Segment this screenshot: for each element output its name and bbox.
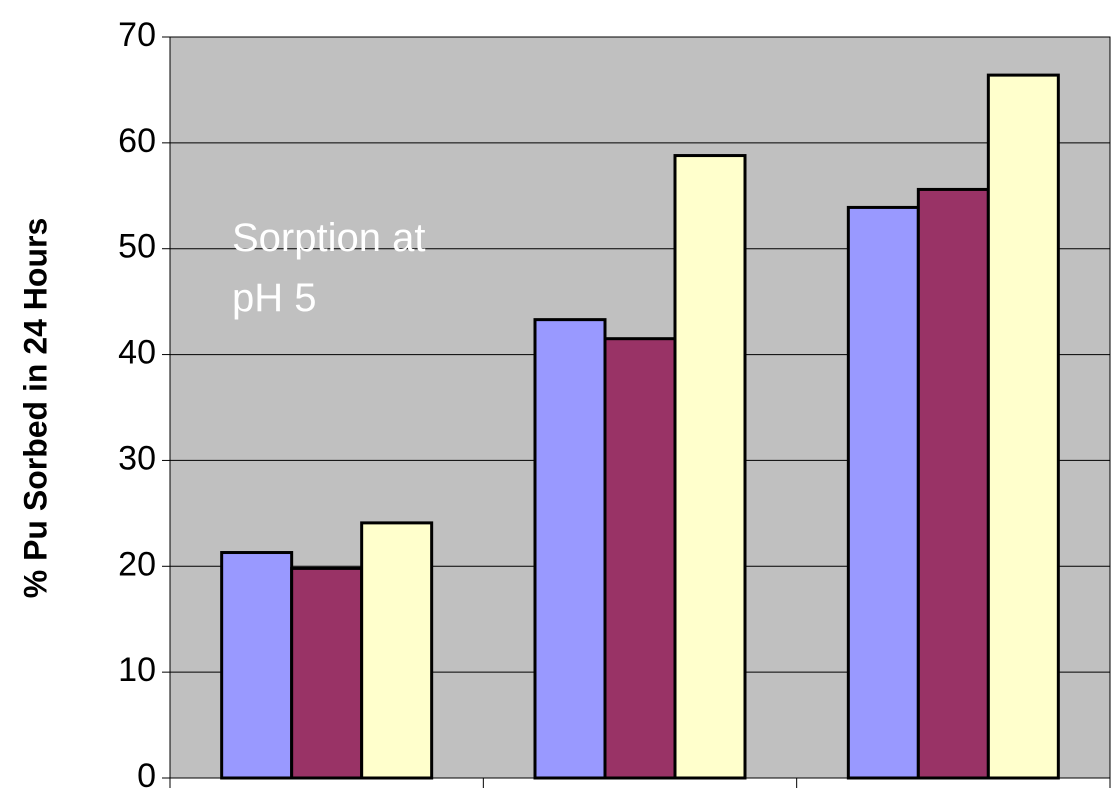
y-tick-label: 50 xyxy=(118,228,156,266)
bar xyxy=(533,318,607,780)
y-tick-label: 10 xyxy=(118,651,156,689)
y-axis-label: % Pu Sorbed in 24 Hours xyxy=(17,218,53,599)
y-tick-label: 0 xyxy=(137,757,156,795)
y-tick-label: 30 xyxy=(118,439,156,477)
y-tick-label: 20 xyxy=(118,545,156,583)
y-tick-label: 60 xyxy=(118,122,156,160)
plot-border xyxy=(169,36,1111,779)
bar xyxy=(986,73,1060,780)
y-tick-label: 70 xyxy=(118,16,156,54)
bar xyxy=(916,187,990,780)
bar xyxy=(220,551,294,780)
annotation: Sorption at pH 5 xyxy=(232,216,426,320)
bar xyxy=(290,566,364,780)
bar xyxy=(360,521,434,780)
bar xyxy=(603,337,677,780)
y-tick-label: 40 xyxy=(118,334,156,372)
bar xyxy=(846,205,920,780)
bar xyxy=(673,154,747,780)
